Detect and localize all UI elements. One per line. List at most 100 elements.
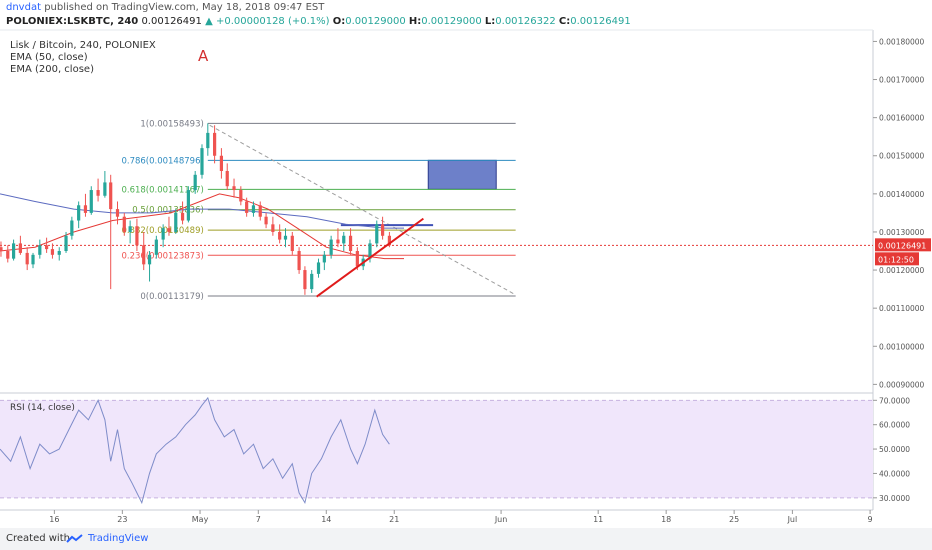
rsi-line[interactable] <box>0 396 390 505</box>
low-value: 0.00126322 <box>495 16 556 27</box>
last-price: 0.00126491 <box>141 16 202 27</box>
author-link[interactable]: dnvdat <box>6 2 41 13</box>
time-tick-label: Jul <box>787 515 798 524</box>
legend-ema50: EMA (50, close) <box>10 52 88 63</box>
candle-body[interactable] <box>31 254 35 265</box>
candle-body[interactable] <box>11 243 16 259</box>
candle-body[interactable] <box>336 239 340 244</box>
candle-body[interactable] <box>180 212 185 221</box>
candle-body[interactable] <box>103 182 107 196</box>
candle-body[interactable] <box>245 201 249 213</box>
open-label: O: <box>332 16 346 27</box>
fib-level-label: 0.236(0.00123873) <box>121 251 203 261</box>
downtrend-dashed-line[interactable] <box>209 124 516 296</box>
candle-body[interactable] <box>167 228 171 232</box>
price-tick-label: 0.00110000 <box>879 304 925 313</box>
price-pane[interactable]: 1(0.00158493) 0.786(0.00148796) 0.618(0.00… <box>0 119 873 302</box>
price-tick-label: 0.00120000 <box>879 266 925 275</box>
time-tick-label: 25 <box>729 515 739 524</box>
candle-body[interactable] <box>303 270 307 290</box>
candle-body[interactable] <box>322 254 326 263</box>
candle-body[interactable] <box>142 245 146 265</box>
footer: Created with TradingView <box>0 528 932 550</box>
fib-level-label: 0.786(0.00148796) <box>121 156 203 166</box>
candle-body[interactable] <box>128 226 132 232</box>
tradingview-brand-link[interactable]: TradingView <box>88 533 149 544</box>
legend-title: Lisk / Bitcoin, 240, POLONIEX <box>10 40 156 51</box>
low-label: L: <box>484 16 496 27</box>
candle-body[interactable] <box>135 226 139 246</box>
rsi-tick-label: 30.0000 <box>879 494 910 503</box>
candle-body[interactable] <box>258 205 262 217</box>
candle-body[interactable] <box>206 132 210 149</box>
ema200-line <box>0 193 404 229</box>
candle-body[interactable] <box>348 235 353 252</box>
candle-body[interactable] <box>25 252 29 265</box>
candle-body[interactable] <box>50 249 55 255</box>
time-tick-label: Jun <box>494 515 508 524</box>
candle-body[interactable] <box>225 170 229 187</box>
candle-body[interactable] <box>154 239 158 255</box>
candle-body[interactable] <box>38 245 42 255</box>
candle-body[interactable] <box>6 251 10 259</box>
candle-body[interactable] <box>239 190 243 202</box>
target-box[interactable] <box>427 159 497 190</box>
candle-body[interactable] <box>0 247 3 252</box>
candle-body[interactable] <box>89 190 93 213</box>
candle-body[interactable] <box>355 251 359 267</box>
candle-body[interactable] <box>310 273 314 290</box>
price-tick-label: 0.00100000 <box>879 342 925 351</box>
candle-body[interactable] <box>115 209 120 217</box>
candle-body[interactable] <box>387 235 392 246</box>
candle-body[interactable] <box>193 174 197 191</box>
fib-level-label: 0.618(0.00141167) <box>121 185 203 195</box>
candle-body[interactable] <box>70 220 74 236</box>
candle-body[interactable] <box>297 251 301 271</box>
candle-body[interactable] <box>264 216 268 225</box>
candle-body[interactable] <box>290 235 294 252</box>
fib-level-label: 0.5(0.00135836) <box>132 206 204 216</box>
candle-body[interactable] <box>316 262 321 274</box>
candle-body[interactable] <box>83 205 88 213</box>
candle-body[interactable] <box>77 205 81 221</box>
candle-body[interactable] <box>96 190 100 196</box>
candle-body[interactable] <box>174 212 178 232</box>
candle-body[interactable] <box>161 228 165 240</box>
legend-ema200: EMA (200, close) <box>10 64 94 75</box>
candle-body[interactable] <box>147 254 152 265</box>
high-label: H: <box>408 16 422 27</box>
fib-level-label: 1(0.00158493) <box>140 119 203 129</box>
symbol-line: POLONIEX:LSKBTC, 240 0.00126491 ▲ +0.000… <box>6 16 631 27</box>
uptrend-line[interactable] <box>315 217 424 298</box>
candle-body[interactable] <box>232 186 236 191</box>
candle-body[interactable] <box>271 224 275 232</box>
open-value: 0.00129000 <box>345 16 406 27</box>
candle-body[interactable] <box>283 235 288 240</box>
candle-body[interactable] <box>18 243 22 253</box>
candle-body[interactable] <box>57 251 61 255</box>
price-tick-label: 0.00170000 <box>879 76 925 85</box>
price-change: +0.00000128 (+0.1%) <box>215 16 330 27</box>
candle-body[interactable] <box>381 224 385 236</box>
candle-body[interactable] <box>109 182 113 210</box>
chart-canvas[interactable]: 1(0.00158493) 0.786(0.00148796) 0.618(0.00… <box>0 0 932 528</box>
candle-body[interactable] <box>213 132 217 156</box>
candle-body[interactable] <box>251 205 256 213</box>
rsi-tick-label: 50.0000 <box>879 445 910 454</box>
candle-body[interactable] <box>45 245 49 250</box>
time-tick-label: 16 <box>49 515 59 524</box>
candle-body[interactable] <box>219 155 224 171</box>
price-tick-label: 0.00090000 <box>879 380 925 389</box>
time-tick-label: 18 <box>661 515 671 524</box>
candle-body[interactable] <box>200 148 204 175</box>
candle-body[interactable] <box>122 216 126 232</box>
candle-body[interactable] <box>278 231 282 240</box>
candle-body[interactable] <box>186 190 190 221</box>
candle-body[interactable] <box>64 235 68 252</box>
candle-body[interactable] <box>375 224 379 244</box>
candle-body[interactable] <box>368 243 372 259</box>
symbol: POLONIEX:LSKBTC, 240 <box>6 16 139 27</box>
candle-body[interactable] <box>342 235 346 244</box>
rsi-pane[interactable] <box>0 396 873 505</box>
candle-body[interactable] <box>329 239 333 255</box>
